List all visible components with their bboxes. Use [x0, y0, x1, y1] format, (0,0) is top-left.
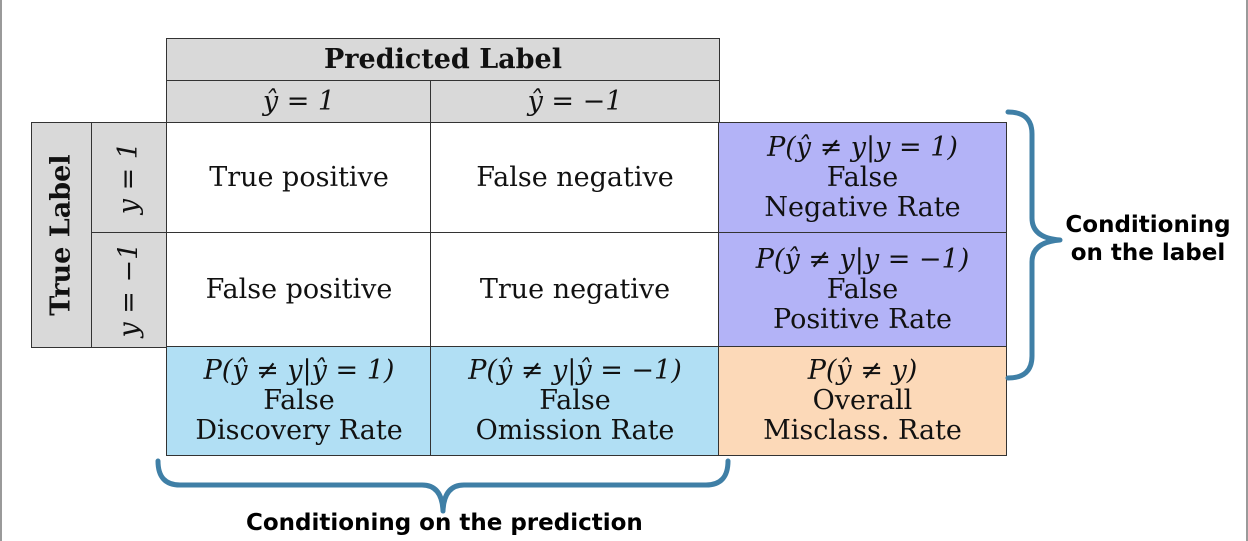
- overall-line2: Misclass. Rate: [763, 415, 962, 447]
- fnr-line1: False: [826, 161, 899, 193]
- overall-misclassification-rate-cell: P(ŷ ≠ y) Overall Misclass. Rate: [718, 346, 1007, 456]
- frame-right-border: [1246, 0, 1248, 541]
- y-negative-text: y = −1: [113, 242, 145, 338]
- true-negative-cell: True negative: [430, 232, 720, 348]
- yhat-positive-header: ŷ = 1: [166, 80, 432, 124]
- yhat-negative-header: ŷ = −1: [430, 80, 720, 124]
- true-negative-text: True negative: [479, 273, 671, 305]
- conditioning-prediction-text: Conditioning on the prediction: [246, 510, 643, 536]
- yhat-positive-text: ŷ = 1: [262, 85, 336, 117]
- fdr-formula: P(ŷ ≠ y|ŷ = 1): [203, 354, 395, 386]
- false-negative-rate-cell: P(ŷ ≠ y|y = 1) False Negative Rate: [718, 122, 1007, 234]
- for-line1: False: [539, 384, 611, 416]
- true-label-text: True Label: [45, 154, 77, 316]
- false-negative-text: False negative: [476, 161, 674, 193]
- for-line2: Omission Rate: [475, 415, 675, 447]
- bottom-curly-bracket: [155, 458, 731, 514]
- false-positive-cell: False positive: [166, 232, 432, 348]
- true-label-header: True Label: [31, 122, 93, 348]
- y-negative-header: y = −1: [91, 232, 168, 348]
- fnr-formula: P(ŷ ≠ y|y = 1): [767, 131, 958, 163]
- conditioning-label-line1: Conditioning: [1065, 212, 1231, 238]
- false-discovery-rate-cell: P(ŷ ≠ y|ŷ = 1) False Discovery Rate: [166, 346, 432, 456]
- conditioning-on-prediction-annotation: Conditioning on the prediction: [246, 510, 643, 538]
- false-negative-cell: False negative: [430, 122, 720, 234]
- overall-formula: P(ŷ ≠ y): [807, 354, 918, 386]
- true-positive-cell: True positive: [166, 122, 432, 234]
- overall-line1: Overall: [812, 384, 913, 416]
- yhat-negative-text: ŷ = −1: [527, 85, 623, 117]
- fpr-line1: False: [826, 273, 899, 305]
- false-positive-rate-cell: P(ŷ ≠ y|y = −1) False Positive Rate: [718, 232, 1007, 348]
- y-positive-text: y = 1: [113, 141, 145, 215]
- conditioning-label-line2: on the label: [1070, 239, 1226, 266]
- y-positive-header: y = 1: [91, 122, 168, 234]
- frame-left-border: [0, 0, 2, 541]
- fpr-line2: Positive Rate: [773, 304, 952, 336]
- false-omission-rate-cell: P(ŷ ≠ y|ŷ = −1) False Omission Rate: [430, 346, 720, 456]
- false-positive-text: False positive: [205, 273, 393, 305]
- conditioning-on-label-annotation: Conditioning on the label: [1058, 212, 1238, 267]
- predicted-label-text: Predicted Label: [323, 43, 562, 75]
- for-formula: P(ŷ ≠ y|ŷ = −1): [468, 354, 682, 386]
- predicted-label-header: Predicted Label: [166, 38, 720, 82]
- fnr-line2: Negative Rate: [764, 192, 961, 224]
- fpr-formula: P(ŷ ≠ y|y = −1): [755, 243, 970, 275]
- fdr-line1: False: [263, 384, 335, 416]
- fdr-line2: Discovery Rate: [195, 415, 403, 447]
- true-positive-text: True positive: [209, 161, 389, 193]
